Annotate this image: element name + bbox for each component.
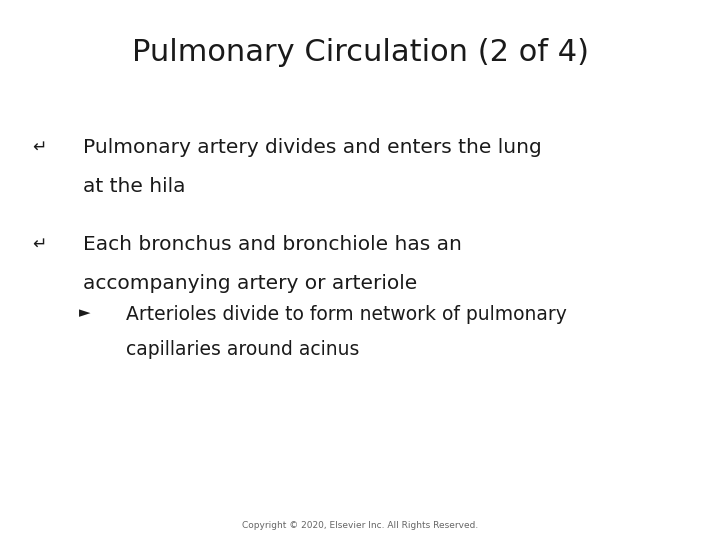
Text: ↵: ↵	[32, 235, 47, 253]
Text: Each bronchus and bronchiole has an: Each bronchus and bronchiole has an	[83, 235, 462, 254]
Text: Copyright © 2020, Elsevier Inc. All Rights Reserved.: Copyright © 2020, Elsevier Inc. All Righ…	[242, 521, 478, 530]
Text: Pulmonary artery divides and enters the lung: Pulmonary artery divides and enters the …	[83, 138, 541, 157]
Text: accompanying artery or arteriole: accompanying artery or arteriole	[83, 274, 417, 293]
Text: ►: ►	[78, 305, 90, 320]
Text: Arterioles divide to form network of pulmonary: Arterioles divide to form network of pul…	[126, 305, 567, 324]
Text: at the hila: at the hila	[83, 177, 185, 195]
Text: Pulmonary Circulation (2 of 4): Pulmonary Circulation (2 of 4)	[132, 38, 588, 67]
Text: capillaries around acinus: capillaries around acinus	[126, 340, 359, 359]
Text: ↵: ↵	[32, 138, 47, 156]
